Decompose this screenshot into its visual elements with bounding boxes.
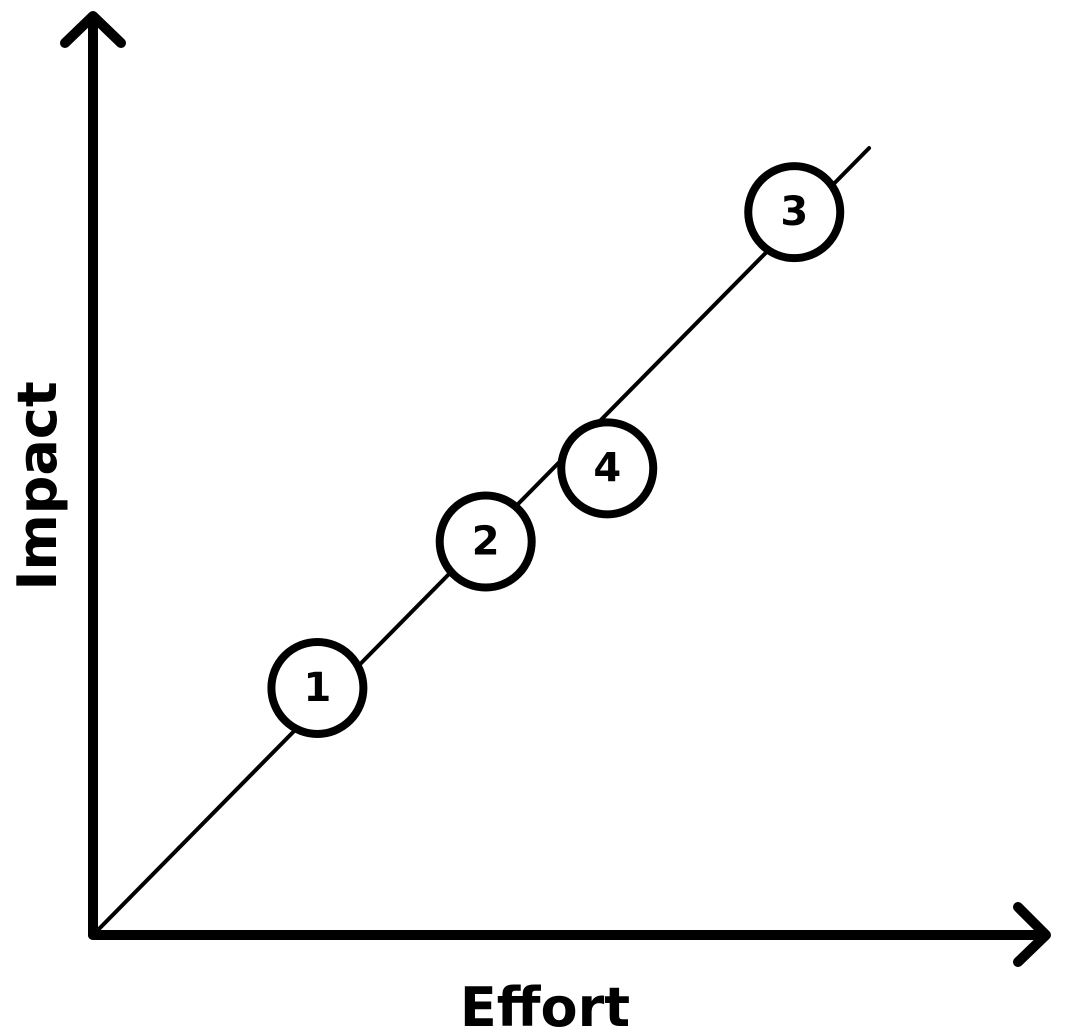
data-point-1: 1: [267, 637, 368, 738]
data-point-label: 4: [593, 445, 621, 491]
data-point-label: 2: [472, 519, 500, 565]
data-point-4: 4: [557, 418, 658, 519]
x-axis: [88, 902, 1051, 967]
data-point-2: 2: [435, 491, 536, 592]
data-point-circle: [267, 637, 368, 738]
data-point-circle: [435, 491, 536, 592]
data-point-label: 3: [780, 189, 808, 235]
y-axis: [60, 11, 126, 940]
y-axis-label: Impact: [6, 381, 69, 590]
data-point-label: 1: [303, 665, 331, 711]
data-point-3: 3: [744, 162, 845, 263]
y-axis-arrowhead: [60, 11, 126, 48]
x-axis-label: Effort: [460, 976, 630, 1034]
data-point-circle: [557, 418, 658, 519]
data-points: 1 2 3 4: [267, 162, 845, 738]
data-point-circle: [744, 162, 845, 263]
x-axis-arrowhead: [1013, 902, 1051, 967]
